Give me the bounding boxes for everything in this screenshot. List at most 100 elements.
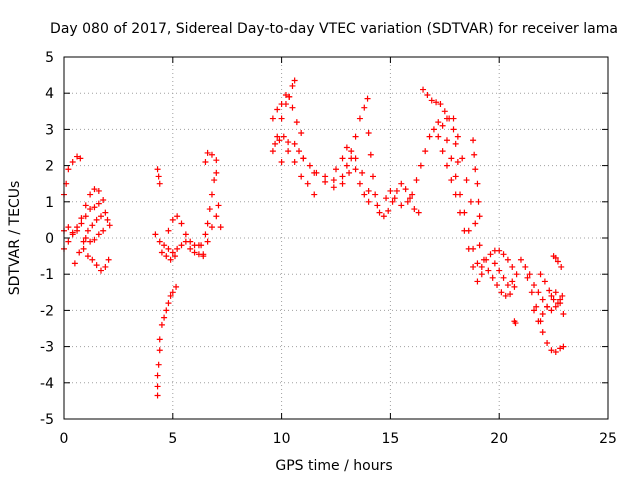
y-tick-label: 2 <box>45 159 54 175</box>
data-points <box>61 77 567 399</box>
data-point <box>448 177 455 184</box>
data-point <box>91 204 98 211</box>
data-point <box>174 213 181 220</box>
data-point <box>69 158 76 165</box>
data-point <box>191 249 198 256</box>
data-point <box>93 216 100 223</box>
data-point <box>411 206 418 213</box>
axis-ticks: 0 5 10 15 20 25 -5 -4 -3 -2 -1 0 1 2 3 4 5 <box>40 50 617 447</box>
data-point <box>78 215 85 222</box>
data-point <box>494 282 501 289</box>
data-point <box>100 227 107 234</box>
data-point <box>65 224 72 231</box>
data-point <box>298 173 305 180</box>
data-point <box>278 101 285 108</box>
data-point <box>95 231 102 238</box>
data-point <box>289 104 296 111</box>
data-point <box>452 140 459 147</box>
data-point <box>511 283 518 290</box>
data-point <box>158 249 165 256</box>
data-point <box>165 245 172 252</box>
data-point <box>187 245 194 252</box>
data-point <box>343 162 350 169</box>
data-point <box>82 213 89 220</box>
data-point <box>413 177 420 184</box>
data-point <box>428 97 435 104</box>
data-point <box>450 126 457 133</box>
data-point <box>470 263 477 270</box>
data-point <box>367 151 374 158</box>
data-point <box>289 82 296 89</box>
data-point <box>304 180 311 187</box>
data-point <box>475 198 482 205</box>
data-point <box>300 155 307 162</box>
data-point <box>191 242 198 249</box>
x-tick-label: 10 <box>273 431 291 447</box>
data-point <box>286 93 293 100</box>
data-point <box>95 187 102 194</box>
data-point <box>406 195 413 202</box>
data-point <box>478 271 485 278</box>
data-point <box>531 282 538 289</box>
data-point <box>87 191 94 198</box>
data-point <box>504 282 511 289</box>
data-point <box>161 314 168 321</box>
y-axis-label: SDTVAR / TECUs <box>7 181 23 296</box>
data-point <box>450 115 457 122</box>
data-point <box>89 222 96 229</box>
data-point <box>339 173 346 180</box>
data-point <box>165 227 172 234</box>
data-point <box>398 180 405 187</box>
data-point <box>470 245 477 252</box>
data-point <box>200 251 207 258</box>
data-point <box>528 289 535 296</box>
data-point <box>105 256 112 263</box>
data-point <box>152 231 159 238</box>
data-point <box>443 137 450 144</box>
x-tick-label: 20 <box>490 431 508 447</box>
data-point <box>278 158 285 165</box>
data-point <box>330 184 337 191</box>
data-point <box>554 258 561 265</box>
data-point <box>97 267 104 274</box>
data-point <box>435 133 442 140</box>
data-point <box>548 307 555 314</box>
data-point <box>548 292 555 299</box>
y-tick-label: -5 <box>40 412 54 428</box>
data-point <box>380 213 387 220</box>
data-point <box>169 249 176 256</box>
data-point <box>155 361 162 368</box>
x-axis-label: GPS time / hours <box>275 458 392 474</box>
data-point <box>448 155 455 162</box>
data-point <box>158 321 165 328</box>
data-point <box>478 263 485 270</box>
data-point <box>339 155 346 162</box>
data-point <box>154 383 161 390</box>
data-point <box>452 173 459 180</box>
data-point <box>535 289 542 296</box>
y-tick-label: -2 <box>40 303 54 319</box>
data-point <box>167 292 174 299</box>
data-point <box>539 329 546 336</box>
data-point <box>204 238 211 245</box>
data-point <box>424 92 431 99</box>
data-point <box>217 224 224 231</box>
data-point <box>389 198 396 205</box>
data-point <box>102 263 109 270</box>
data-point <box>533 303 540 310</box>
data-point <box>202 158 209 165</box>
data-point <box>500 274 507 281</box>
data-point <box>560 343 567 350</box>
data-point <box>77 155 84 162</box>
data-point <box>322 178 329 185</box>
data-point <box>178 220 185 227</box>
data-point <box>269 148 276 155</box>
data-point <box>474 260 481 267</box>
data-point <box>278 115 285 122</box>
data-point <box>552 303 559 310</box>
data-point <box>463 177 470 184</box>
data-point <box>311 191 318 198</box>
data-point <box>102 209 109 216</box>
data-point <box>393 187 400 194</box>
